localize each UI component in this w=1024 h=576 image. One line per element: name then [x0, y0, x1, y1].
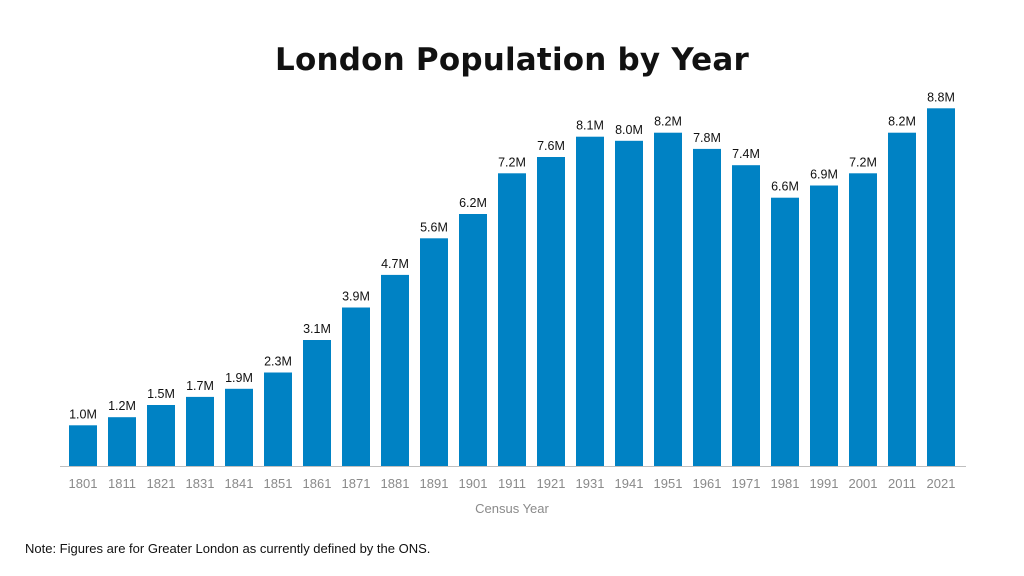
bar [576, 136, 604, 466]
data-label: 6.2M [459, 196, 487, 210]
bar [225, 388, 253, 466]
bar [927, 108, 955, 467]
bar [693, 148, 721, 466]
x-tick-label: 1931 [576, 476, 605, 491]
bar [69, 425, 97, 466]
bar [498, 173, 526, 467]
x-tick-label: 2021 [927, 476, 956, 491]
bar [420, 238, 448, 466]
data-label: 3.9M [342, 290, 370, 304]
chart-title: London Population by Year [275, 42, 749, 78]
x-tick-label: 1901 [459, 476, 488, 491]
bar [303, 340, 331, 466]
data-label: 7.2M [849, 155, 877, 169]
data-label: 1.9M [225, 371, 253, 385]
data-label: 1.5M [147, 387, 175, 401]
x-tick-label: 1981 [771, 476, 800, 491]
data-label: 6.6M [771, 180, 799, 194]
data-label: 4.7M [381, 257, 409, 271]
bar [615, 140, 643, 467]
x-tick-label: 1971 [732, 476, 761, 491]
x-tick-label: 2001 [849, 476, 878, 491]
bar [537, 157, 565, 466]
data-label: 7.4M [732, 147, 760, 161]
data-label: 3.1M [303, 322, 331, 336]
x-tick-label: 1891 [420, 476, 449, 491]
x-tick-label: 1991 [810, 476, 839, 491]
x-tick-label: 1871 [342, 476, 371, 491]
x-tick-label: 1961 [693, 476, 722, 491]
x-tick-label: 1831 [186, 476, 215, 491]
bar [654, 132, 682, 466]
bar [732, 165, 760, 466]
data-label: 6.9M [810, 168, 838, 182]
x-axis-label: Census Year [475, 501, 549, 516]
bar [186, 396, 214, 466]
data-label: 8.2M [888, 115, 916, 129]
x-tick-label: 1851 [264, 476, 293, 491]
bar [810, 185, 838, 466]
bar [381, 274, 409, 466]
x-tick-label: 1811 [108, 476, 136, 491]
data-label: 5.6M [420, 220, 448, 234]
x-tick-label: 1861 [303, 476, 332, 491]
x-tick-label: 1951 [654, 476, 683, 491]
data-label: 1.0M [69, 407, 97, 421]
bar [888, 132, 916, 466]
data-label: 1.7M [186, 379, 214, 393]
x-tick-label: 1801 [69, 476, 98, 491]
data-label: 8.2M [654, 115, 682, 129]
data-label: 8.0M [615, 123, 643, 137]
footnote: Note: Figures are for Greater London as … [25, 541, 431, 556]
x-tick-label: 1841 [225, 476, 254, 491]
data-label: 8.1M [576, 119, 604, 133]
data-label: 7.2M [498, 155, 526, 169]
x-tick-label: 1911 [498, 476, 526, 491]
bar [147, 405, 175, 466]
x-tick-label: 1921 [537, 476, 566, 491]
x-tick-label: 1881 [381, 476, 410, 491]
bar [849, 173, 877, 467]
bar [342, 307, 370, 466]
data-label: 2.3M [264, 355, 292, 369]
data-label: 7.8M [693, 131, 721, 145]
bar [771, 197, 799, 466]
bar [459, 214, 487, 466]
bar [264, 372, 292, 466]
x-tick-label: 1941 [615, 476, 644, 491]
data-label: 7.6M [537, 139, 565, 153]
data-label: 8.8M [927, 90, 955, 104]
x-tick-label: 2011 [888, 476, 916, 491]
x-tick-label: 1821 [147, 476, 176, 491]
data-label: 1.2M [108, 399, 136, 413]
bar [108, 417, 136, 466]
